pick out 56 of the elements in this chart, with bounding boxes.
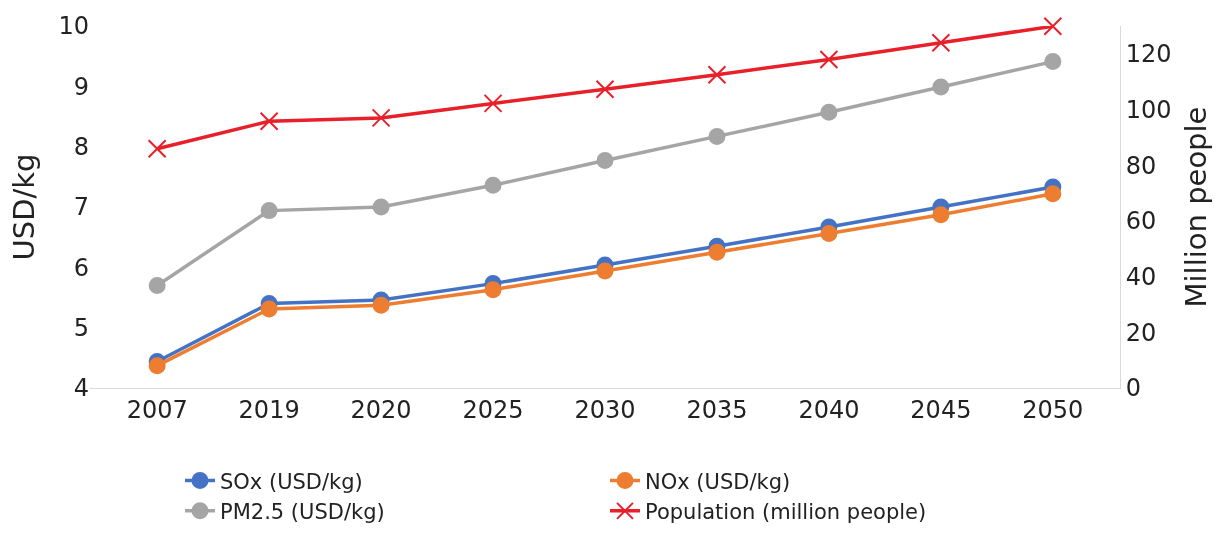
point bbox=[148, 276, 166, 294]
point bbox=[819, 49, 839, 69]
legend-label: Population (million people) bbox=[645, 500, 927, 525]
y2-tick-label: 100 bbox=[1125, 95, 1172, 124]
point bbox=[596, 152, 614, 170]
x-tick-label: 2025 bbox=[462, 395, 524, 424]
point bbox=[371, 108, 391, 128]
x-tick-label: 2030 bbox=[574, 395, 636, 424]
point bbox=[820, 103, 838, 121]
x-tick-label: 2035 bbox=[686, 395, 748, 424]
point bbox=[932, 78, 950, 96]
point bbox=[260, 202, 278, 220]
x-tick-label: 2020 bbox=[350, 395, 412, 424]
point bbox=[708, 243, 726, 261]
x-tick-label: 2007 bbox=[126, 395, 188, 424]
point bbox=[820, 225, 838, 243]
point bbox=[1044, 53, 1062, 71]
x-tick-label: 2050 bbox=[1022, 395, 1084, 424]
point bbox=[1044, 185, 1062, 203]
point bbox=[595, 79, 615, 99]
y2-tick-label: 20 bbox=[1125, 318, 1157, 347]
point bbox=[596, 262, 614, 280]
point bbox=[259, 111, 279, 131]
y-tick-label: 4 bbox=[73, 374, 89, 403]
point bbox=[707, 65, 727, 85]
point bbox=[484, 176, 502, 194]
legend-label: PM2.5 (USD/kg) bbox=[220, 500, 385, 525]
y-tick-label: 6 bbox=[73, 253, 89, 282]
x-tick-label: 2045 bbox=[910, 395, 972, 424]
point bbox=[484, 281, 502, 299]
point bbox=[372, 198, 390, 216]
point bbox=[483, 93, 503, 113]
y-tick-label: 9 bbox=[73, 72, 89, 101]
point bbox=[932, 206, 950, 224]
point bbox=[147, 139, 167, 159]
y-tick-label: 10 bbox=[58, 12, 89, 41]
point bbox=[260, 300, 278, 318]
point bbox=[372, 296, 390, 314]
y-axis-title: USD/kg bbox=[6, 153, 41, 261]
y-tick-label: 8 bbox=[73, 133, 89, 162]
y2-tick-label: 120 bbox=[1125, 40, 1172, 69]
y-tick-label: 7 bbox=[73, 193, 89, 222]
y2-tick-label: 60 bbox=[1125, 207, 1157, 236]
y2-tick-label: 40 bbox=[1125, 263, 1157, 292]
point bbox=[148, 357, 166, 375]
y2-tick-label: 80 bbox=[1125, 151, 1157, 180]
legend-label: NOx (USD/kg) bbox=[645, 469, 791, 494]
x-tick-label: 2019 bbox=[238, 395, 300, 424]
legend-label: SOx (USD/kg) bbox=[220, 469, 363, 494]
y2-axis-title: Million people bbox=[1179, 106, 1214, 308]
point bbox=[708, 127, 726, 145]
y-tick-label: 5 bbox=[73, 314, 89, 343]
point bbox=[931, 33, 951, 53]
point bbox=[1043, 16, 1063, 36]
x-tick-label: 2040 bbox=[798, 395, 860, 424]
y2-tick-label: 0 bbox=[1125, 374, 1142, 403]
